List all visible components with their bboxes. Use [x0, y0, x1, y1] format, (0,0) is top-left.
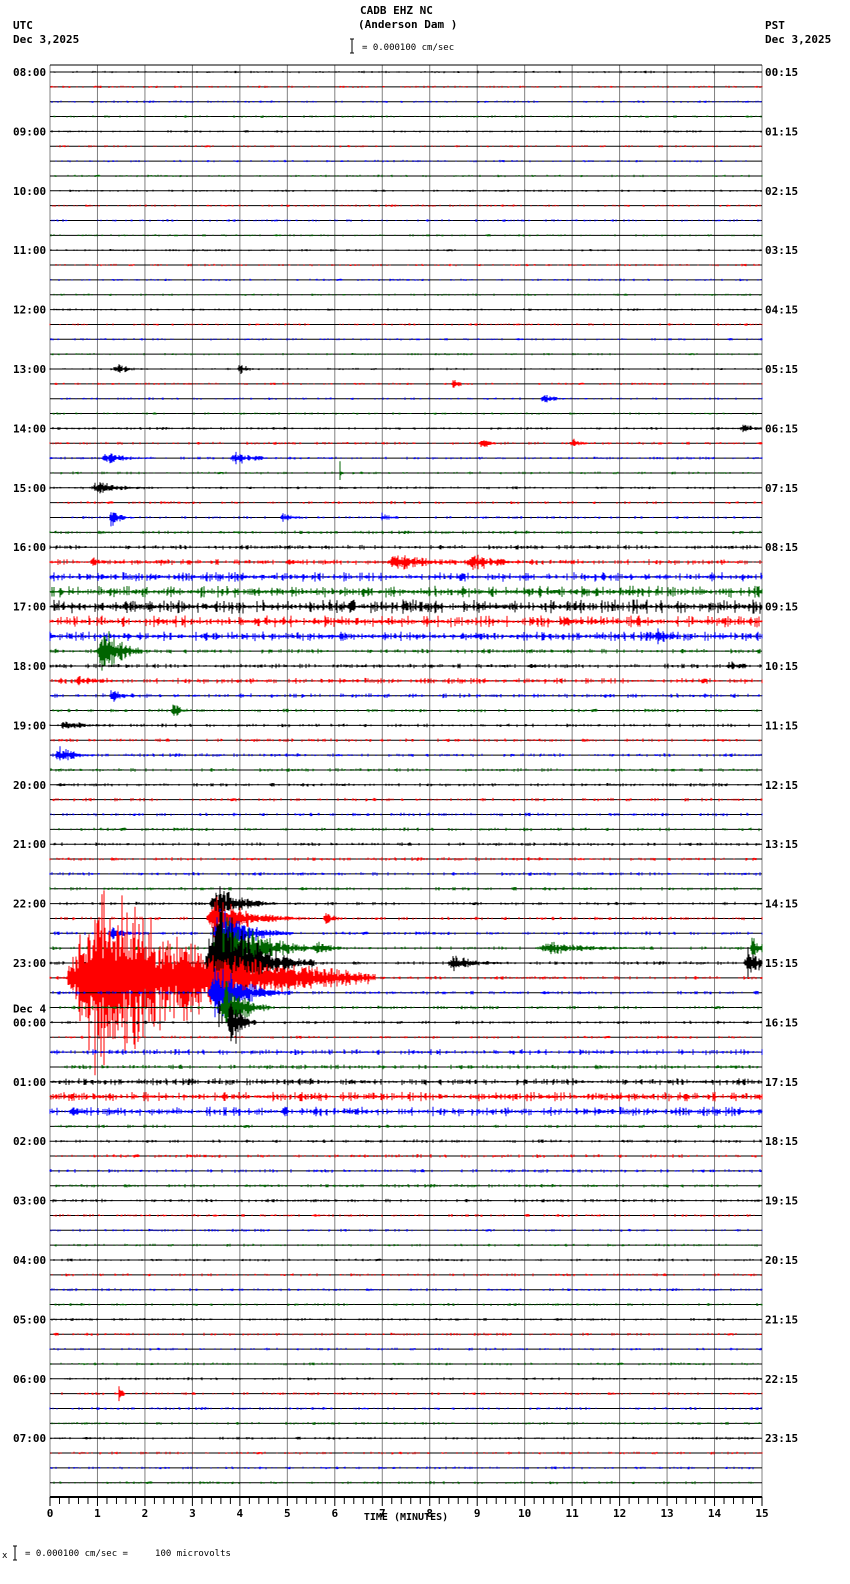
- pst-date: Dec 3,2025: [765, 33, 832, 46]
- x-tick-label: 9: [474, 1507, 481, 1520]
- pst-hour-label: 09:15: [765, 601, 798, 614]
- pst-hour-label: 15:15: [765, 957, 798, 970]
- time-grid: [49, 64, 763, 1497]
- pst-hour-label: 13:15: [765, 838, 798, 851]
- x-axis-label: TIME (MINUTES): [364, 1512, 448, 1523]
- utc-hour-label: 22:00: [13, 898, 46, 911]
- pst-hour-label: 06:15: [765, 422, 798, 435]
- pst-hour-label: 08:15: [765, 541, 798, 554]
- scale-label: = 0.000100 cm/sec: [362, 43, 455, 53]
- pst-hour-label: 19:15: [765, 1195, 798, 1208]
- pst-hour-label: 21:15: [765, 1313, 798, 1326]
- x-tick-label: 8: [426, 1507, 433, 1520]
- utc-hour-label: 06:00: [13, 1373, 46, 1386]
- utc-hour-label: 02:00: [13, 1135, 46, 1148]
- utc-hour-label: 11:00: [13, 244, 46, 257]
- pst-hour-label: 14:15: [765, 898, 798, 911]
- pst-hour-label: 18:15: [765, 1135, 798, 1148]
- x-tick-label: 15: [755, 1507, 768, 1520]
- x-tick-label: 12: [613, 1507, 626, 1520]
- footer-marker: x: [2, 1551, 8, 1561]
- x-tick-label: 5: [284, 1507, 291, 1520]
- x-tick-label: 11: [566, 1507, 580, 1520]
- utc-hour-label: 07:00: [13, 1432, 46, 1445]
- pst-hour-label: 00:15: [765, 66, 798, 79]
- footer-scale-note: = 0.000100 cm/sec = 100 microvolts: [25, 1549, 231, 1559]
- utc-hour-label: 04:00: [13, 1254, 46, 1267]
- station-location: (Anderson Dam ): [358, 18, 458, 31]
- footer-scale-bar-icon: [13, 1545, 17, 1561]
- x-tick-label: 1: [94, 1507, 101, 1520]
- pst-hour-label: 10:15: [765, 660, 798, 673]
- x-tick-label: 4: [237, 1507, 244, 1520]
- pst-hour-label: 17:15: [765, 1076, 798, 1089]
- pst-hour-label: 20:15: [765, 1254, 798, 1267]
- utc-hour-label: 14:00: [13, 422, 46, 435]
- date-change-label: Dec 4: [13, 1002, 46, 1015]
- x-tick-label: 10: [518, 1507, 531, 1520]
- utc-hour-label: 15:00: [13, 482, 46, 495]
- utc-hour-label: 13:00: [13, 363, 46, 376]
- x-tick-label: 13: [660, 1507, 673, 1520]
- utc-hour-label: 19:00: [13, 719, 46, 732]
- pst-hour-label: 03:15: [765, 244, 798, 257]
- utc-hour-label: 21:00: [13, 838, 46, 851]
- utc-hour-label: 20:00: [13, 779, 46, 792]
- pst-hour-label: 16:15: [765, 1016, 798, 1029]
- utc-date: Dec 3,2025: [13, 33, 80, 46]
- utc-hour-label: 18:00: [13, 660, 46, 673]
- utc-hour-label: 08:00: [13, 66, 46, 79]
- seismic-traces: [49, 70, 763, 1485]
- utc-hour-label: 10:00: [13, 185, 46, 198]
- utc-hour-label: 01:00: [13, 1076, 46, 1089]
- x-tick-label: 0: [47, 1507, 54, 1520]
- station-title: CADB EHZ NC: [360, 4, 433, 17]
- utc-label: UTC: [13, 19, 33, 32]
- pst-hour-label: 01:15: [765, 125, 798, 138]
- x-tick-label: 7: [379, 1507, 386, 1520]
- pst-hour-label: 22:15: [765, 1373, 798, 1386]
- utc-hour-label: 17:00: [13, 601, 46, 614]
- utc-hour-label: 00:00: [13, 1016, 46, 1029]
- scale-bar-icon: [350, 38, 354, 54]
- pst-hour-label: 02:15: [765, 185, 798, 198]
- pst-hour-label: 11:15: [765, 719, 798, 732]
- pst-hour-label: 23:15: [765, 1432, 798, 1445]
- utc-hour-label: 12:00: [13, 304, 46, 317]
- pst-hour-label: 12:15: [765, 779, 798, 792]
- x-tick-label: 2: [142, 1507, 149, 1520]
- pst-hour-label: 07:15: [765, 482, 798, 495]
- pst-hour-label: 04:15: [765, 304, 798, 317]
- x-tick-label: 3: [189, 1507, 196, 1520]
- hour-labels: 08:00 00:15 09:00 01:15 10:00 02:15 11:00 03:15…: [13, 66, 798, 1445]
- pst-hour-label: 05:15: [765, 363, 798, 376]
- x-tick-label: 6: [331, 1507, 338, 1520]
- x-tick-label: 14: [708, 1507, 722, 1520]
- utc-hour-label: 03:00: [13, 1195, 46, 1208]
- utc-hour-label: 23:00: [13, 957, 46, 970]
- utc-hour-label: 16:00: [13, 541, 46, 554]
- pst-label: PST: [765, 19, 785, 32]
- utc-hour-label: 09:00: [13, 125, 46, 138]
- utc-hour-label: 05:00: [13, 1313, 46, 1326]
